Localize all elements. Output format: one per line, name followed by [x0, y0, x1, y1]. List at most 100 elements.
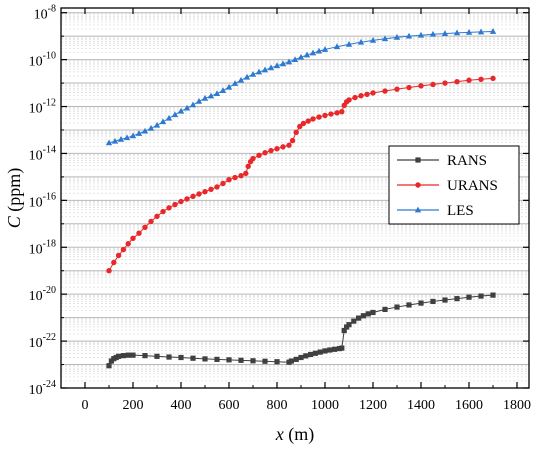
data-point-rans	[274, 359, 280, 365]
series-rans	[106, 292, 496, 369]
data-point-les	[171, 111, 179, 118]
data-point-urans	[297, 123, 303, 130]
y-tick-label: 10-24	[29, 379, 56, 398]
data-point-rans	[288, 358, 294, 364]
data-point-urans	[316, 114, 322, 120]
data-point-rans	[166, 354, 172, 360]
data-point-urans	[154, 213, 160, 219]
data-point-urans	[274, 146, 280, 152]
data-point-les	[261, 66, 269, 73]
y-tick-label: 10-22	[29, 332, 56, 351]
data-point-les	[189, 101, 197, 108]
data-point-rans	[370, 309, 376, 316]
data-point-les	[291, 56, 299, 63]
data-point-urans	[136, 230, 142, 236]
data-point-urans	[166, 205, 172, 211]
data-point-urans	[125, 241, 131, 247]
data-point-rans	[154, 353, 160, 359]
legend-entry-rans: RANS	[397, 153, 487, 169]
data-point-rans	[490, 292, 496, 298]
data-point-urans	[208, 186, 214, 193]
legend-marker-urans	[415, 182, 421, 188]
data-point-les	[231, 80, 239, 86]
data-point-les	[489, 28, 497, 34]
data-point-les	[267, 64, 275, 71]
y-tick-label: 10-18	[29, 238, 56, 257]
legend-entry-urans: URANS	[397, 178, 498, 194]
x-tick-label: 1000	[311, 398, 339, 413]
data-point-rans	[298, 354, 304, 361]
x-axis-title-unit: (m)	[284, 424, 315, 445]
data-point-rans	[322, 348, 328, 354]
data-point-les	[147, 124, 155, 131]
legend-marker-rans	[415, 157, 421, 163]
x-tick-label: 600	[219, 398, 240, 413]
axes: 0 200 400 600 800 1000 1200 1400 1600 1800 10-24 10…	[29, 4, 531, 413]
data-point-les	[177, 107, 185, 114]
data-point-urans	[232, 174, 238, 181]
data-point-les	[201, 94, 209, 101]
data-point-rans	[346, 322, 352, 328]
data-point-urans	[106, 268, 112, 274]
data-point-rans	[142, 353, 148, 359]
data-point-urans	[214, 184, 220, 190]
x-axis-title: x (m)	[275, 424, 315, 445]
x-tick-label: 1200	[359, 398, 387, 413]
legend-marker-symbol	[414, 206, 422, 213]
data-point-les	[129, 132, 137, 139]
data-point-les	[195, 97, 203, 104]
data-point-rans	[125, 352, 131, 358]
data-point-les	[159, 118, 167, 125]
data-point-rans	[478, 293, 484, 299]
data-point-les	[135, 130, 143, 136]
data-point-les	[141, 127, 149, 134]
data-point-urans	[370, 90, 376, 96]
x-tick-label: 1600	[455, 398, 483, 413]
data-point-rans	[202, 356, 208, 362]
data-point-urans	[364, 91, 370, 98]
data-point-rans	[351, 318, 357, 324]
data-point-urans	[202, 188, 208, 195]
data-point-rans	[382, 306, 388, 313]
y-tick-label: 10-16	[29, 191, 56, 210]
data-point-rans	[339, 345, 345, 351]
data-point-les	[381, 35, 389, 42]
data-point-urans	[339, 108, 345, 115]
data-point-rans	[332, 346, 338, 352]
data-point-urans	[382, 88, 388, 94]
data-point-les	[315, 47, 323, 54]
data-point-urans	[430, 81, 436, 88]
data-point-urans	[178, 198, 184, 205]
data-point-rans	[250, 358, 256, 364]
data-point-les	[123, 134, 131, 141]
data-point-urans	[245, 163, 251, 170]
y-tick-label: 10-8	[34, 4, 56, 23]
data-point-les	[243, 73, 251, 80]
data-point-rans	[120, 353, 126, 359]
data-point-les	[453, 29, 461, 36]
y-tick-label: 10-10	[29, 51, 56, 70]
data-point-urans	[322, 112, 328, 119]
data-point-urans	[148, 218, 154, 225]
series-layer	[105, 28, 497, 369]
y-axis-title-symbol: C	[4, 215, 24, 228]
data-point-les	[321, 46, 329, 52]
grid-lines	[61, 12, 529, 389]
legend-label-rans: RANS	[447, 153, 487, 169]
data-point-les	[441, 30, 449, 36]
y-tick-label: 10-12	[29, 98, 56, 117]
data-point-rans	[178, 354, 184, 361]
data-point-les	[465, 28, 473, 35]
y-tick-label: 10-20	[29, 285, 56, 304]
data-point-urans	[406, 84, 412, 91]
data-point-urans	[334, 110, 340, 116]
x-tick-label: 400	[171, 398, 192, 413]
x-tick-label: 1800	[503, 398, 531, 413]
data-point-urans	[115, 252, 122, 259]
data-point-les	[429, 30, 437, 37]
data-point-les	[219, 87, 227, 93]
data-point-rans	[214, 356, 220, 362]
data-point-rans	[226, 357, 232, 363]
data-point-les	[165, 114, 173, 121]
